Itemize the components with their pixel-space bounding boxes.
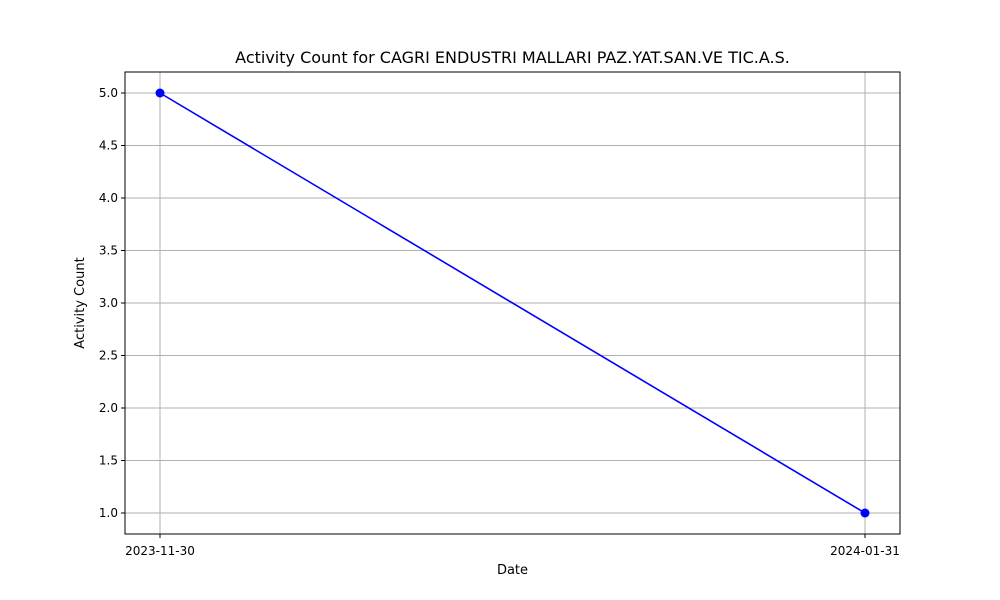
y-tick-label: 1.5 [99,454,118,468]
y-tick-label: 4.5 [99,139,118,153]
x-axis-ticks: 2023-11-30 2024-01-31 [125,534,900,558]
x-axis-title: Date [497,563,528,578]
y-tick-label: 3.5 [99,244,118,258]
x-tick-label: 2024-01-31 [830,544,900,558]
data-point [860,508,870,518]
y-tick-label: 1.0 [99,506,118,520]
x-tick-label: 2023-11-30 [125,544,195,558]
y-axis-ticks: 1.0 1.5 2.0 2.5 3.0 3.5 4.0 4.5 5.0 [99,86,125,520]
y-tick-label: 2.0 [99,401,118,415]
series-layer [155,88,870,518]
y-tick-label: 5.0 [99,86,118,100]
y-tick-label: 2.5 [99,349,118,363]
y-axis-title: Activity Count [73,257,88,348]
chart-title: Activity Count for CAGRI ENDUSTRI MALLAR… [235,48,790,67]
y-tick-label: 3.0 [99,296,118,310]
data-point [155,88,165,98]
y-tick-label: 4.0 [99,191,118,205]
series-line [159,92,866,514]
